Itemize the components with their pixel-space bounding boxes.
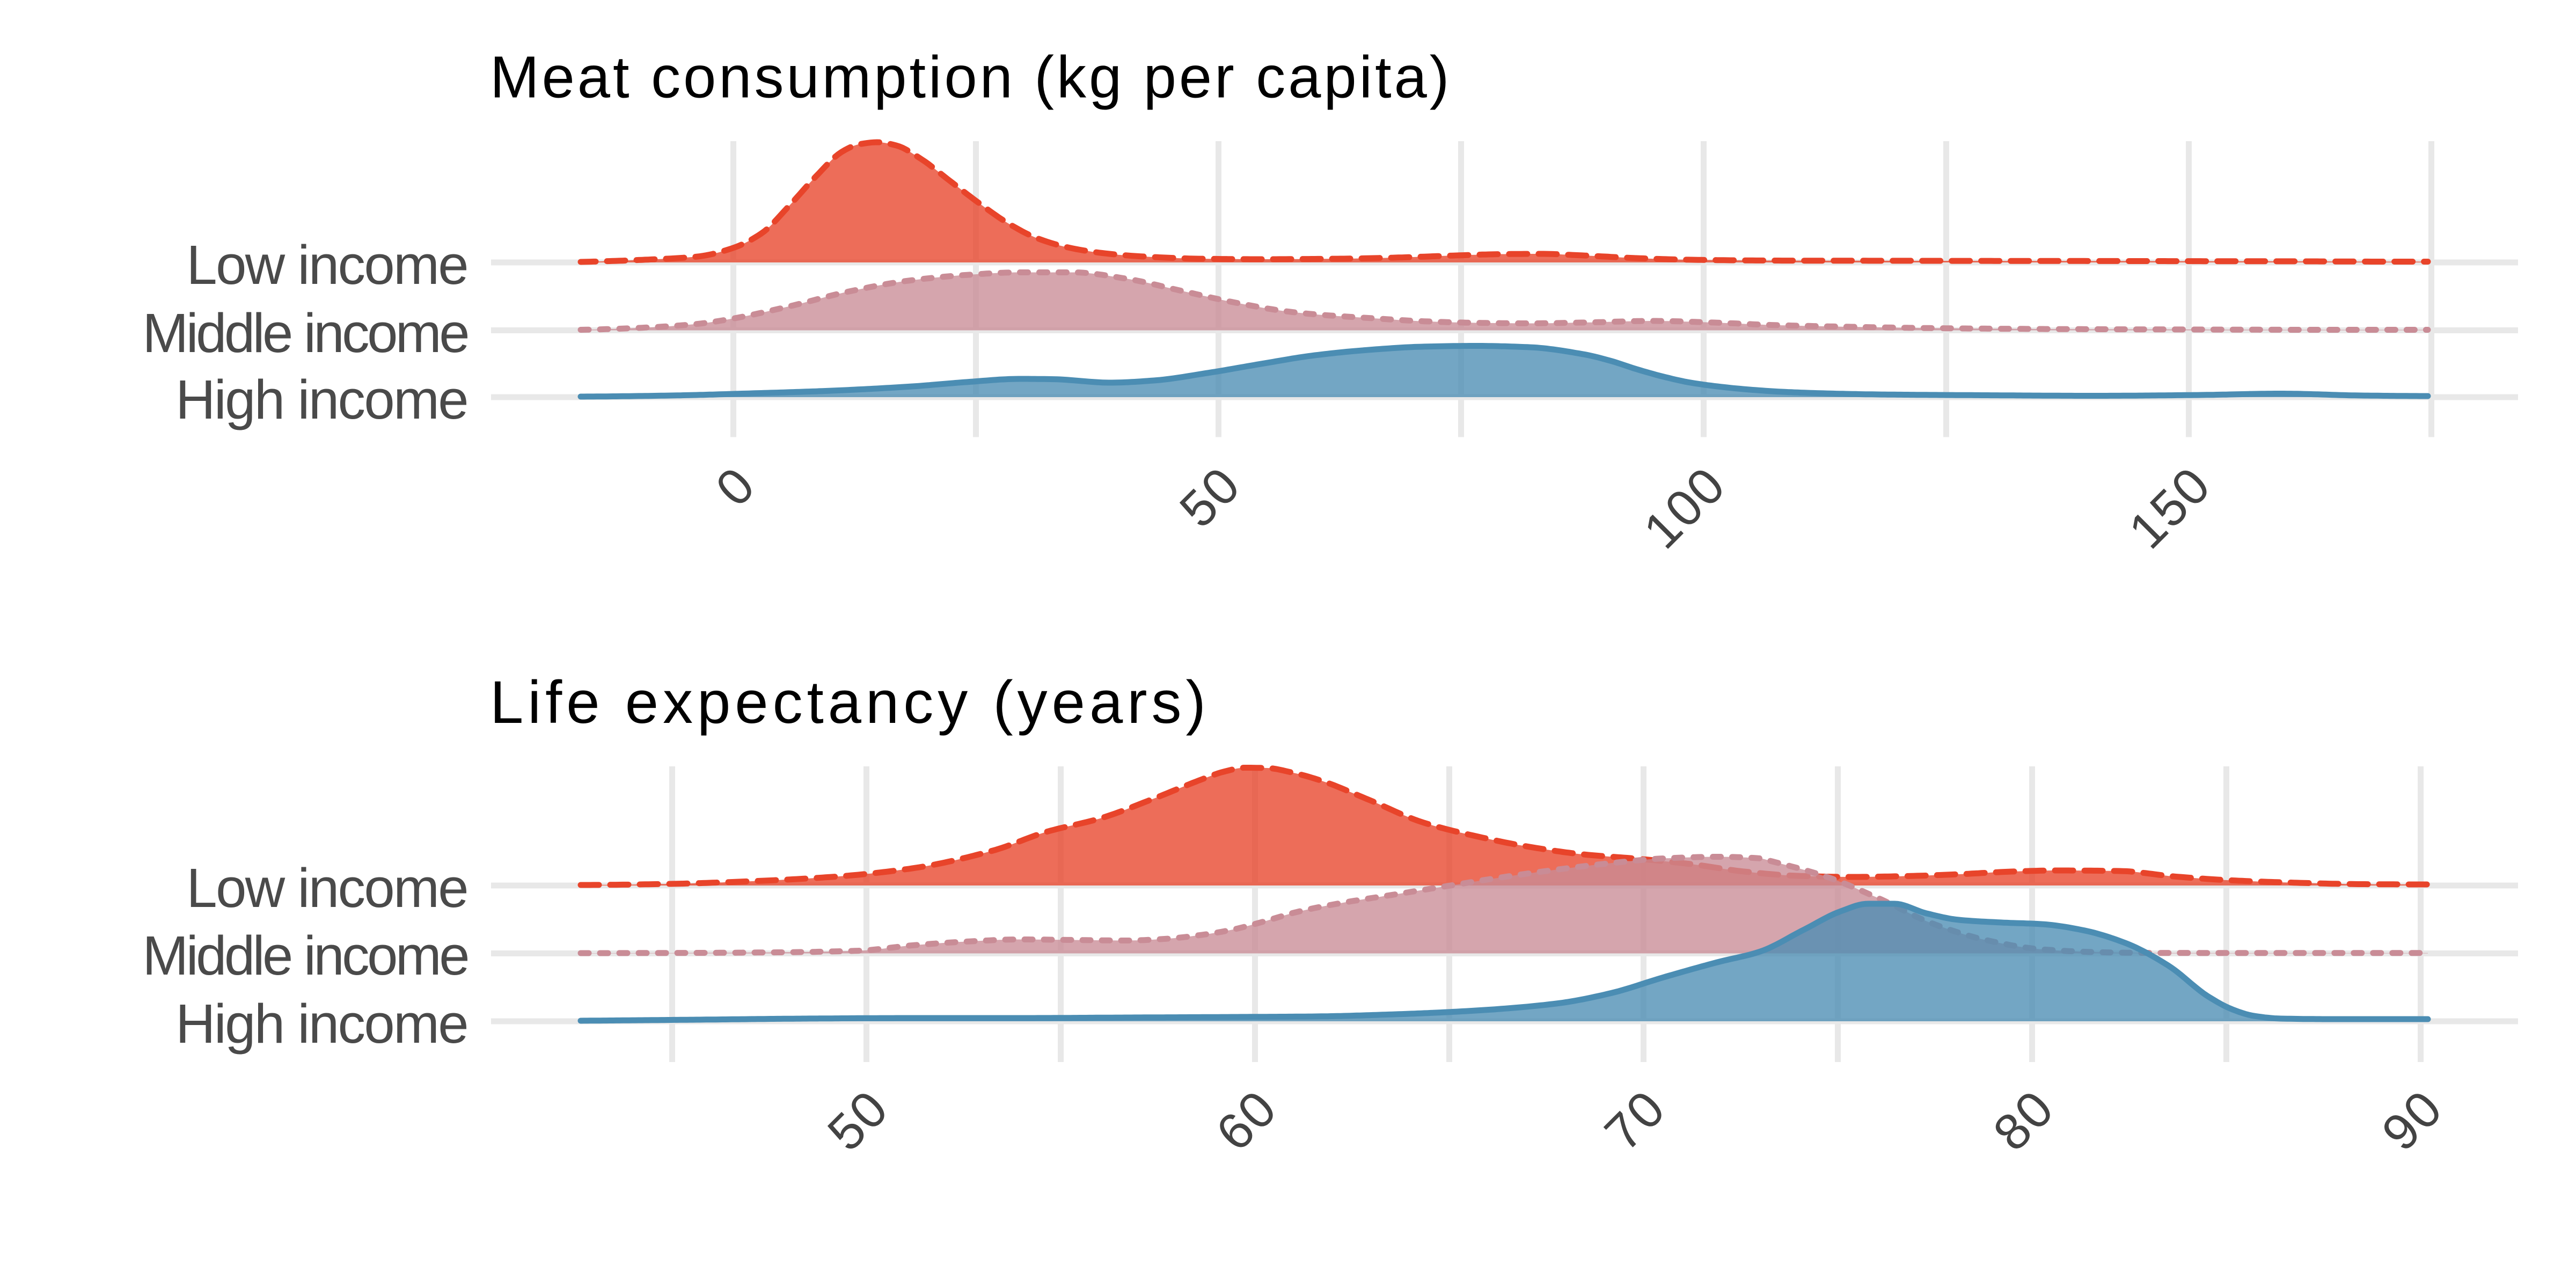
svg-text:Middle income: Middle income bbox=[142, 925, 467, 986]
svg-text:High income: High income bbox=[175, 369, 467, 430]
svg-text:High income: High income bbox=[175, 993, 467, 1055]
svg-text:Meat consumption (kg per capit: Meat consumption (kg per capita) bbox=[490, 45, 1452, 111]
svg-text:Low income: Low income bbox=[186, 234, 467, 296]
svg-text:Life expectancy (years): Life expectancy (years) bbox=[490, 669, 1210, 736]
svg-text:Low income: Low income bbox=[186, 857, 467, 919]
svg-text:Middle income: Middle income bbox=[142, 302, 467, 364]
